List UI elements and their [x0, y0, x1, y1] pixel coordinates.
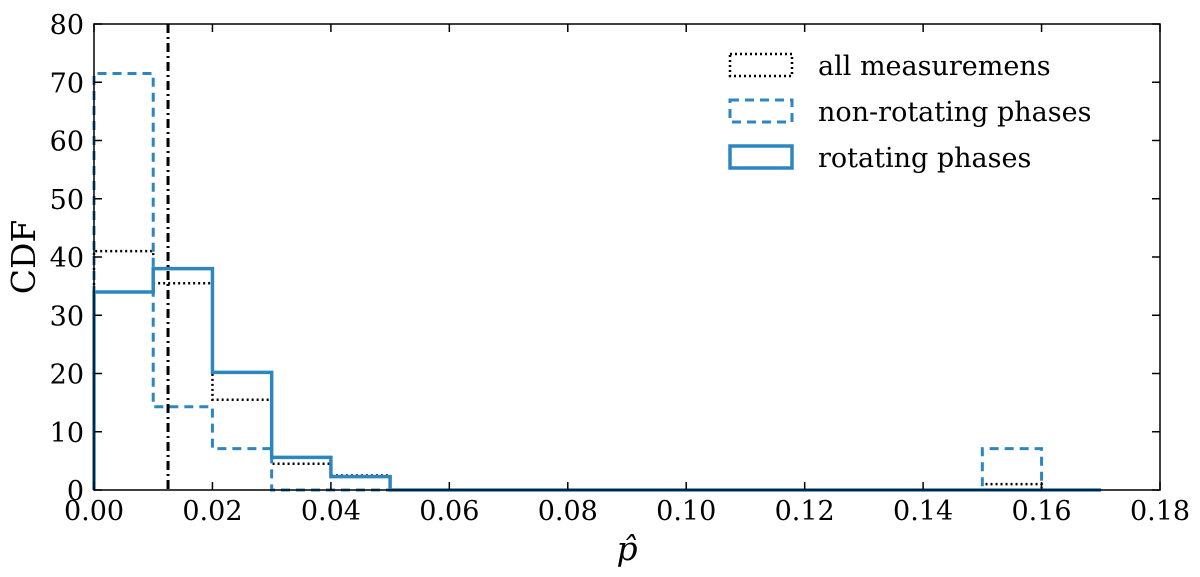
x-tick-label: 0.00 [64, 496, 124, 527]
x-tick-label: 0.12 [775, 496, 835, 527]
x-tick-label: 0.16 [1011, 496, 1071, 527]
x-tick-label: 0.18 [1130, 496, 1190, 527]
x-tick-label: 0.04 [301, 496, 361, 527]
y-axis-label: CDF [4, 220, 43, 295]
series-1-step-outline [92, 72, 1101, 492]
y-tick-label: 40 [50, 243, 84, 274]
y-tick-label: 0 [67, 476, 84, 507]
x-axis-label: p̂ [616, 529, 637, 568]
x-tick-label: 0.06 [419, 496, 479, 527]
series-0-step-outline [92, 249, 1101, 492]
y-tick-label: 50 [50, 185, 84, 216]
x-tick-label: 0.02 [182, 496, 242, 527]
y-tick-label: 70 [50, 68, 84, 99]
plot-frame [93, 23, 1161, 491]
y-tick-label: 80 [50, 10, 84, 41]
legend-swatch [728, 52, 794, 78]
series-2-step-outline [92, 266, 1101, 492]
y-tick-label: 60 [50, 127, 84, 158]
y-tick-label: 30 [50, 301, 84, 332]
y-tick-label: 20 [50, 360, 84, 391]
legend-label: non-rotating phases [818, 97, 1091, 128]
legend-swatch [728, 98, 794, 124]
tick-layer: 0.00 0.02 0.04 0.06 0.08 0.10 0.12 0.14 0.16 0.18… [50, 10, 1190, 527]
y-tick-label: 10 [50, 418, 84, 449]
x-tick-label: 0.14 [893, 496, 953, 527]
legend-swatch [728, 144, 794, 170]
legend-label: all measuremens [818, 51, 1051, 82]
legend-label: rotating phases [818, 143, 1031, 174]
x-tick-label: 0.10 [656, 496, 716, 527]
series-layer [92, 72, 1101, 492]
legend: all measuremens non-rotating phases rotati… [728, 51, 1091, 174]
x-tick-label: 0.08 [538, 496, 598, 527]
